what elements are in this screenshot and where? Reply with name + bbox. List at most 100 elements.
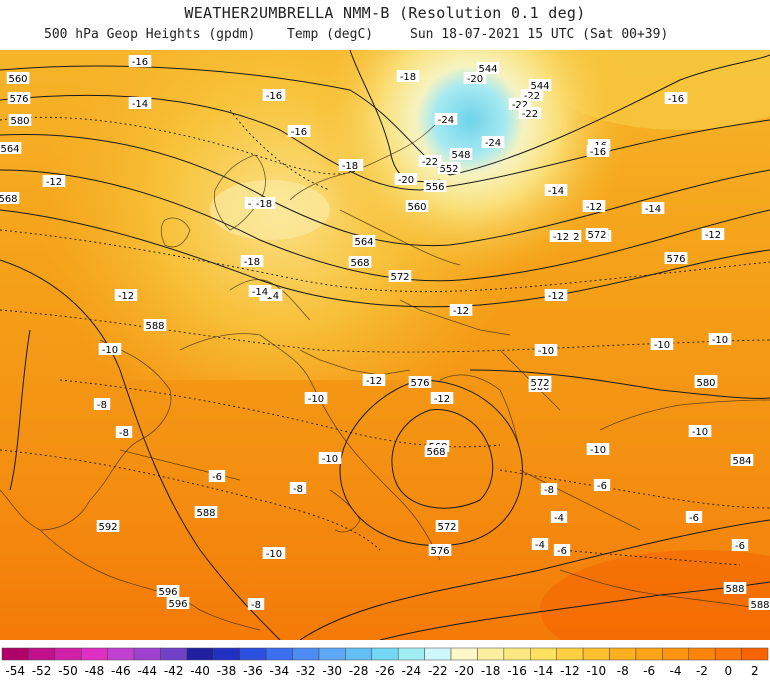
height-label-bg — [730, 454, 754, 466]
height-label: 572 — [390, 272, 409, 283]
colorbar-swatch — [397, 647, 425, 661]
temp-label-bg — [318, 452, 342, 464]
temp-label-bg — [549, 230, 573, 242]
colorbar-tick-label: -36 — [243, 664, 263, 678]
temp-label: -10 — [102, 345, 118, 356]
height-label: 568 — [350, 258, 369, 269]
temp-label-bg — [42, 175, 66, 187]
temp-label-bg — [262, 89, 286, 101]
temp-label-bg — [593, 479, 611, 491]
temp-label: -16 — [266, 91, 282, 102]
colorbar-tick-label: -18 — [481, 664, 501, 678]
valid-time: Sun 18-07-2021 15 UTC (Sat 00+39) — [410, 27, 669, 42]
temp-label: -14 — [645, 204, 661, 215]
temp-label-bg — [701, 228, 725, 240]
temp-label: -12 — [548, 291, 564, 302]
temp-label: -12 — [434, 394, 450, 405]
temp-label-bg — [287, 125, 311, 137]
height-contours — [0, 50, 770, 640]
colorbar-swatch — [292, 647, 320, 661]
height-label-bg — [528, 79, 552, 91]
height-label: 576 — [430, 546, 449, 557]
temp-label-bg — [247, 598, 265, 610]
temp-label-bg — [114, 289, 138, 301]
height-label: 588 — [196, 508, 215, 519]
temp-label: -8 — [119, 428, 129, 439]
temp-label-bg — [708, 333, 732, 345]
height-label: 592 — [98, 522, 117, 533]
height-label-bg — [7, 92, 31, 104]
temp-label-bg — [544, 184, 568, 196]
colorbar-swatch — [371, 647, 399, 661]
height-label-bg — [156, 585, 180, 597]
temp-label-bg — [586, 145, 610, 157]
height-label: 580 — [10, 116, 29, 127]
field-name-2: Temp (degC) — [287, 27, 374, 42]
height-label-bg — [723, 582, 747, 594]
colorbar-swatch — [688, 647, 716, 661]
temp-label: -18 — [256, 199, 272, 210]
height-label-bg — [664, 252, 688, 264]
height-label: 560 — [8, 74, 27, 85]
height-label-bg — [194, 506, 218, 518]
height-label: 572 — [437, 522, 456, 533]
se-warm — [540, 550, 770, 640]
temp-label: -10 — [590, 445, 606, 456]
height-label-bg — [405, 200, 429, 212]
temp-label-bg — [664, 92, 688, 104]
temp-label: -22 — [422, 157, 438, 168]
colorbar-swatch — [503, 647, 531, 661]
colorbar-tick-label: -16 — [507, 664, 527, 678]
temp-label-bg — [449, 304, 473, 316]
temp-label: -12 — [705, 230, 721, 241]
colorbar-swatch — [318, 647, 346, 661]
colorbar-tick-label: -48 — [85, 664, 105, 678]
height-label-bg — [585, 228, 609, 240]
temp-label-bg — [248, 285, 272, 297]
temp-label-bg — [531, 538, 549, 550]
temp-label-bg — [586, 443, 610, 455]
height-label: 544 — [530, 81, 549, 92]
temp-label: -16 — [132, 57, 148, 68]
colorbar-tick-label: -30 — [322, 664, 342, 678]
colorbar-swatches — [1, 647, 769, 661]
temp-label-bg — [396, 70, 420, 82]
colorbar-tick-label: -2 — [696, 664, 708, 678]
colorbar-tick-label: -28 — [349, 664, 369, 678]
colorbar-swatch — [107, 647, 135, 661]
temp-label-bg — [289, 482, 307, 494]
colorbar-swatch — [477, 647, 505, 661]
temp-label: -24 — [485, 138, 501, 149]
colorbar-swatch — [345, 647, 373, 661]
height-label: 596 — [158, 587, 177, 598]
height-label-bg — [0, 142, 22, 154]
temp-label-bg — [338, 159, 362, 171]
height-label-bg — [8, 114, 32, 126]
height-label: 568 — [426, 447, 445, 458]
temp-label: -12 — [553, 232, 569, 243]
temp-label: -18 — [342, 161, 358, 172]
height-label: 588 — [145, 321, 164, 332]
temp-label-bg — [434, 113, 458, 125]
temp-label-bg — [553, 544, 571, 556]
colorbar-swatch — [741, 647, 769, 661]
temp-label-bg — [463, 72, 487, 84]
height-label-bg — [96, 520, 120, 532]
height-label: 580 — [696, 378, 715, 389]
height-label-bg — [0, 192, 20, 204]
colorbar-tick-label: -20 — [454, 664, 474, 678]
height-label: 576 — [410, 378, 429, 389]
height-label: 584 — [732, 456, 751, 467]
temp-label-bg — [304, 392, 328, 404]
temp-label-bg — [518, 107, 542, 119]
colorbar-swatch — [213, 647, 240, 661]
temp-label: -8 — [293, 484, 303, 495]
temp-label: -10 — [692, 427, 708, 438]
colorbar-swatch — [635, 647, 663, 661]
colorbar-tick-label: -12 — [560, 664, 580, 678]
colorbar-swatch — [714, 647, 742, 661]
temp-label: -4 — [535, 540, 545, 551]
temp-label: -20 — [398, 175, 414, 186]
height-label: 560 — [407, 202, 426, 213]
temp-label: -4 — [554, 513, 564, 524]
